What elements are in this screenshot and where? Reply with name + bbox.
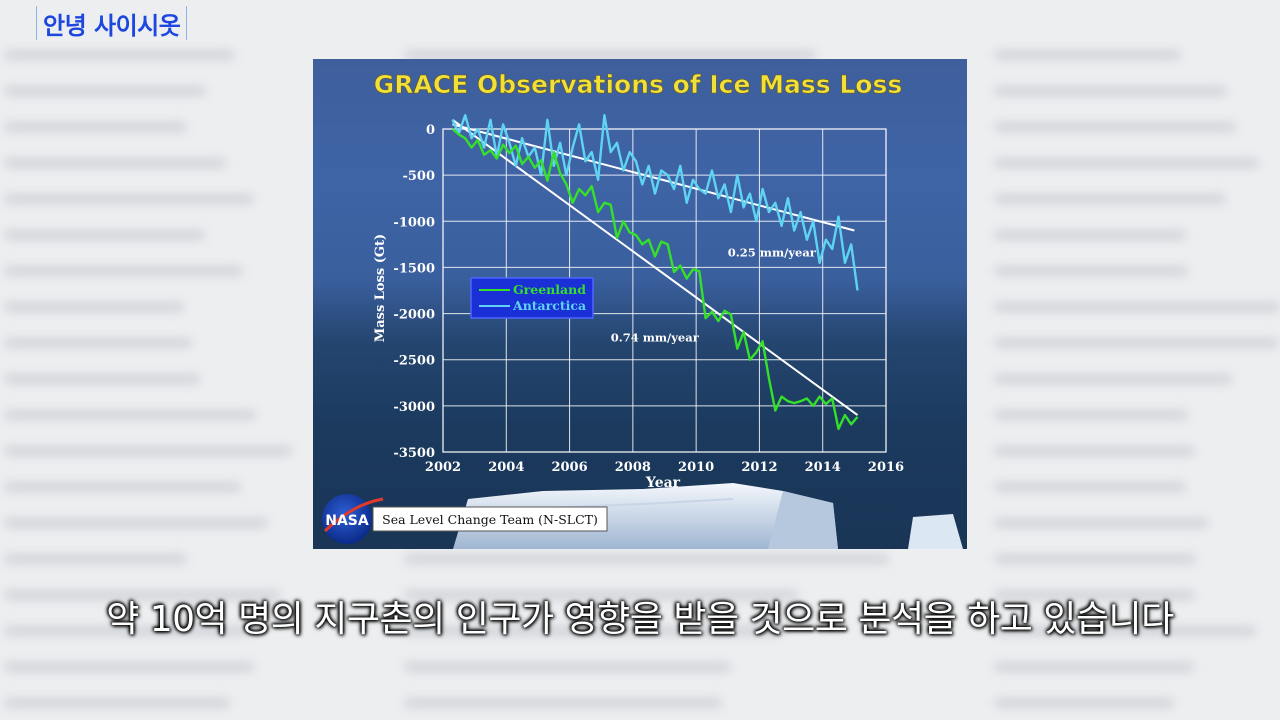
y-tick-label: -2500 (393, 354, 435, 369)
y-tick-label: -1000 (393, 215, 435, 230)
y-tick-label: -1500 (393, 261, 435, 276)
y-tick-label: -3500 (393, 446, 435, 461)
grace-figure: 2002 2004 2006 2008 2010 2012 2014 2016 0 -500 -10… (313, 59, 967, 549)
legend-antarctica: Antarctica (512, 298, 586, 313)
trend-label-antarctica: 0.25 mm/year (728, 245, 817, 259)
trend-lines (451, 118, 859, 416)
legend: Greenland Antarctica (470, 277, 594, 319)
video-subtitle: 약 10억 명의 지구촌의 인구가 영향을 받을 것으로 분석을 하고 있습니다 (106, 599, 1174, 640)
x-tick-label: 2014 (805, 460, 841, 475)
x-tick-label: 2010 (678, 460, 714, 475)
y-tick-label: 0 (426, 123, 435, 138)
trend-line (451, 118, 859, 416)
x-tick-label: 2016 (868, 460, 904, 475)
x-tick-label: 2008 (615, 460, 651, 475)
channel-badge: 안녕 사이시옷 (36, 6, 188, 40)
trend-line (452, 123, 855, 232)
y-axis-label: Mass Loss (Gt) (373, 234, 388, 342)
x-tick-label: 2012 (741, 460, 777, 475)
channel-name: 안녕 사이시옷 (43, 11, 181, 40)
y-tick-label: -2000 (393, 308, 435, 323)
x-tick-label: 2004 (488, 460, 524, 475)
series-line-greenland (451, 128, 859, 431)
y-tick-label: -500 (402, 169, 435, 184)
series-line-antarctica (451, 114, 859, 291)
y-tick-label: -3000 (393, 400, 435, 415)
team-label: Sea Level Change Team (N-SLCT) (382, 512, 598, 527)
x-tick-label: 2002 (425, 460, 461, 475)
chart-title: GRACE Observations of Ice Mass Loss (374, 70, 902, 99)
axis-ticks: 2002 2004 2006 2008 2010 2012 2014 2016 0 -500 -10… (393, 123, 904, 475)
iceberg-image (453, 483, 963, 549)
data-series (451, 114, 859, 431)
nasa-footer: NASA Sea Level Change Team (N-SLCT) (322, 494, 608, 544)
nasa-logo-text: NASA (325, 513, 369, 529)
legend-greenland: Greenland (513, 282, 586, 297)
ice-mass-loss-chart: 2002 2004 2006 2008 2010 2012 2014 2016 0 -500 -10… (322, 70, 963, 549)
x-tick-label: 2006 (551, 460, 587, 475)
trend-label-greenland: 0.74 mm/year (611, 330, 700, 344)
x-axis-label: Year (645, 475, 681, 491)
